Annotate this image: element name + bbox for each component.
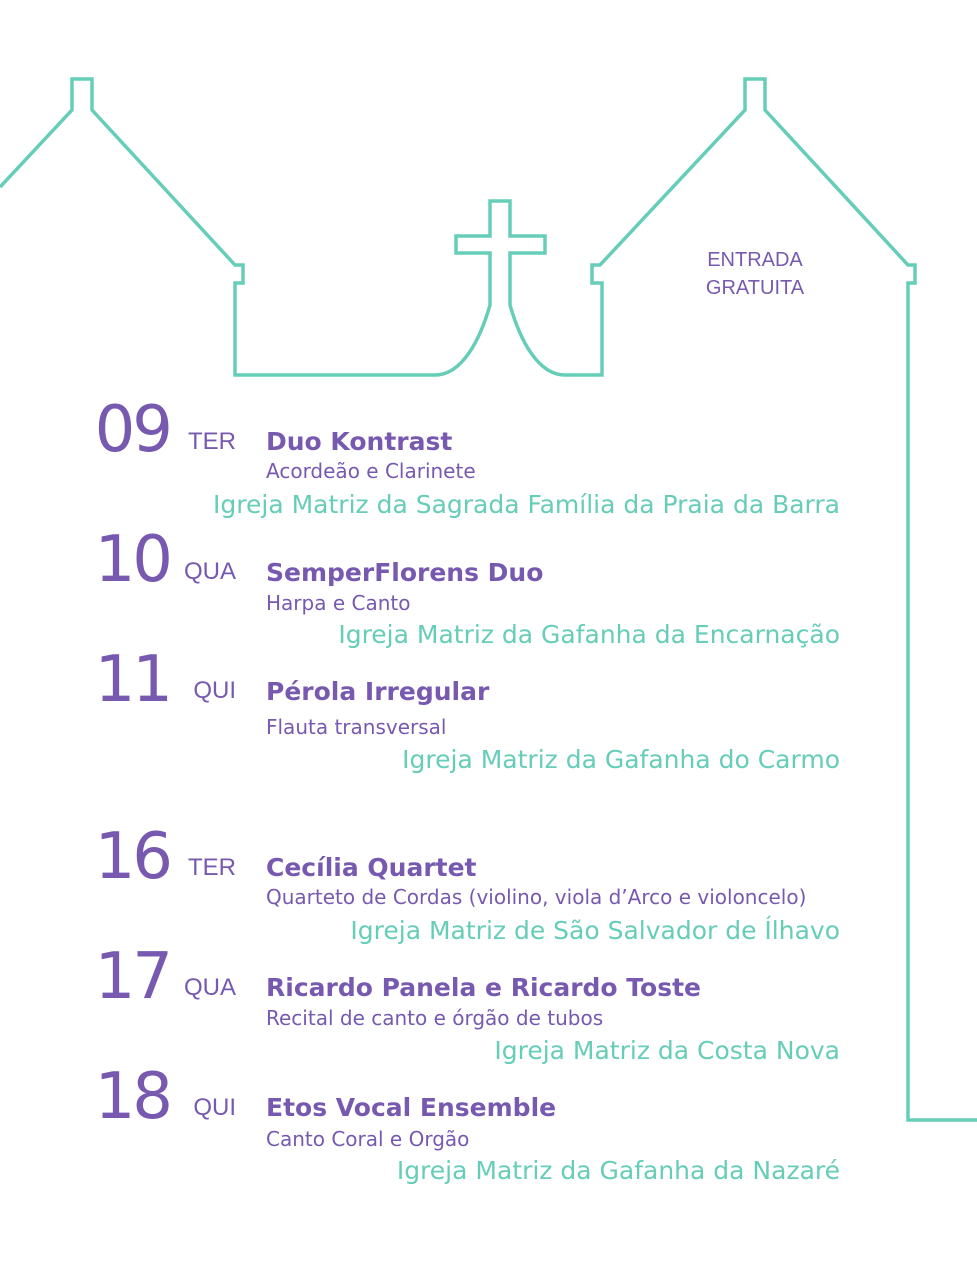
event-venue: Igreja Matriz da Costa Nova [494, 1036, 840, 1065]
event-title: Ricardo Panela e Ricardo Toste [266, 973, 701, 1002]
event-subtitle: Canto Coral e Orgão [266, 1127, 470, 1151]
event-title: Cecília Quartet [266, 853, 477, 882]
event-venue: Igreja Matriz da Sagrada Família da Prai… [213, 490, 840, 519]
free-entry-line-2: GRATUITA [705, 277, 805, 299]
event-day: 09 [94, 393, 173, 467]
event-title: Duo Kontrast [266, 427, 453, 456]
event-venue: Igreja Matriz da Gafanha da Encarnação [338, 620, 840, 649]
free-entry-line-1: ENTRADA [707, 249, 803, 271]
event-weekday: QUA [183, 558, 236, 585]
event-subtitle: Quarteto de Cordas (violino, viola d’Arc… [266, 885, 807, 909]
event-subtitle: Recital de canto e órgão de tubos [266, 1006, 604, 1030]
event-subtitle: Acordeão e Clarinete [266, 459, 476, 483]
event-weekday: QUI [193, 677, 236, 704]
event-subtitle: Harpa e Canto [266, 591, 411, 615]
event-venue: Igreja Matriz da Gafanha da Nazaré [396, 1156, 840, 1185]
event-day: 16 [94, 820, 173, 894]
event-title: SemperFlorens Duo [266, 558, 544, 587]
event-venue: Igreja Matriz da Gafanha do Carmo [402, 745, 840, 774]
event-title: Pérola Irregular [266, 677, 490, 706]
event-day: 18 [94, 1060, 173, 1134]
event-subtitle: Flauta transversal [266, 715, 447, 739]
event-day: 11 [94, 643, 173, 717]
event-day: 17 [94, 940, 173, 1014]
event-weekday: TER [188, 428, 236, 455]
event-weekday: QUI [193, 1094, 236, 1121]
free-entry-notice: ENTRADA GRATUITA [680, 246, 830, 302]
event-venue: Igreja Matriz de São Salvador de Ílhavo [350, 916, 840, 945]
event-title: Etos Vocal Ensemble [266, 1093, 557, 1122]
event-weekday: TER [188, 854, 236, 881]
event-day: 10 [94, 523, 173, 597]
event-weekday: QUA [183, 974, 236, 1001]
